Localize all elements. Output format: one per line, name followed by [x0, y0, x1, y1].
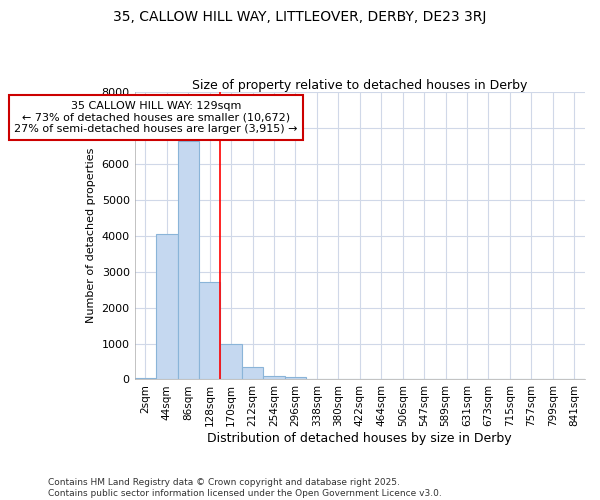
Bar — [178, 140, 199, 380]
X-axis label: Distribution of detached houses by size in Derby: Distribution of detached houses by size … — [208, 432, 512, 445]
Bar — [199, 282, 220, 380]
Text: 35 CALLOW HILL WAY: 129sqm
← 73% of detached houses are smaller (10,672)
27% of : 35 CALLOW HILL WAY: 129sqm ← 73% of deta… — [14, 101, 298, 134]
Bar — [156, 234, 178, 380]
Text: Contains HM Land Registry data © Crown copyright and database right 2025.
Contai: Contains HM Land Registry data © Crown c… — [48, 478, 442, 498]
Bar — [134, 378, 156, 380]
Bar — [220, 344, 242, 380]
Bar — [285, 377, 306, 380]
Y-axis label: Number of detached properties: Number of detached properties — [86, 148, 96, 324]
Text: 35, CALLOW HILL WAY, LITTLEOVER, DERBY, DE23 3RJ: 35, CALLOW HILL WAY, LITTLEOVER, DERBY, … — [113, 10, 487, 24]
Bar — [242, 367, 263, 380]
Bar — [263, 376, 285, 380]
Title: Size of property relative to detached houses in Derby: Size of property relative to detached ho… — [192, 79, 527, 92]
